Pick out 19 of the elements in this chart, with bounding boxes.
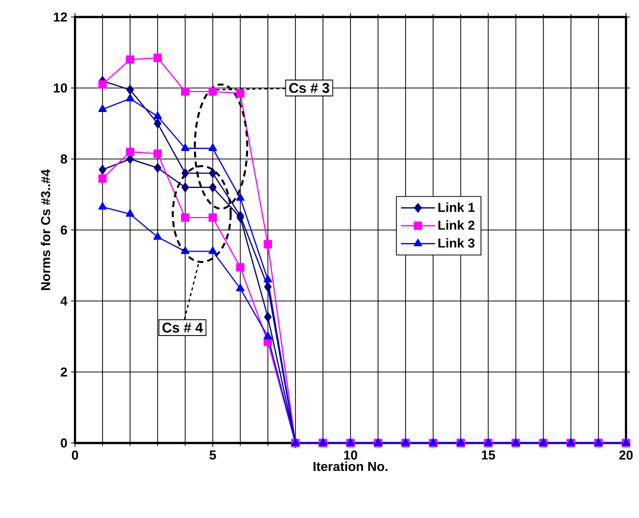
annotation: Cs # 4 [162, 322, 203, 333]
legend-label: Link 3 [438, 238, 475, 248]
y-tick-label: 8 [60, 154, 68, 164]
y-tick-label: 4 [60, 296, 68, 306]
legend-label: Link 1 [438, 202, 475, 212]
x-axis-title: Iteration No. [314, 462, 388, 472]
y-tick-label: 2 [60, 367, 67, 377]
y-axis-title: Norms for Cs #3..#4 [40, 169, 50, 290]
annotation: Cs # 3 [289, 83, 330, 93]
y-tick-label: 12 [54, 12, 67, 22]
x-tick-label: 15 [482, 450, 496, 460]
legend-label: Link 2 [438, 220, 474, 230]
x-tick-label: 0 [72, 450, 78, 460]
y-tick-label: 0 [60, 438, 67, 448]
y-tick-label: 10 [54, 83, 67, 93]
x-tick-label: 10 [344, 450, 358, 460]
x-tick-label: 5 [210, 450, 216, 460]
x-tick-label: 20 [619, 450, 633, 460]
y-tick-label: 6 [60, 225, 68, 235]
